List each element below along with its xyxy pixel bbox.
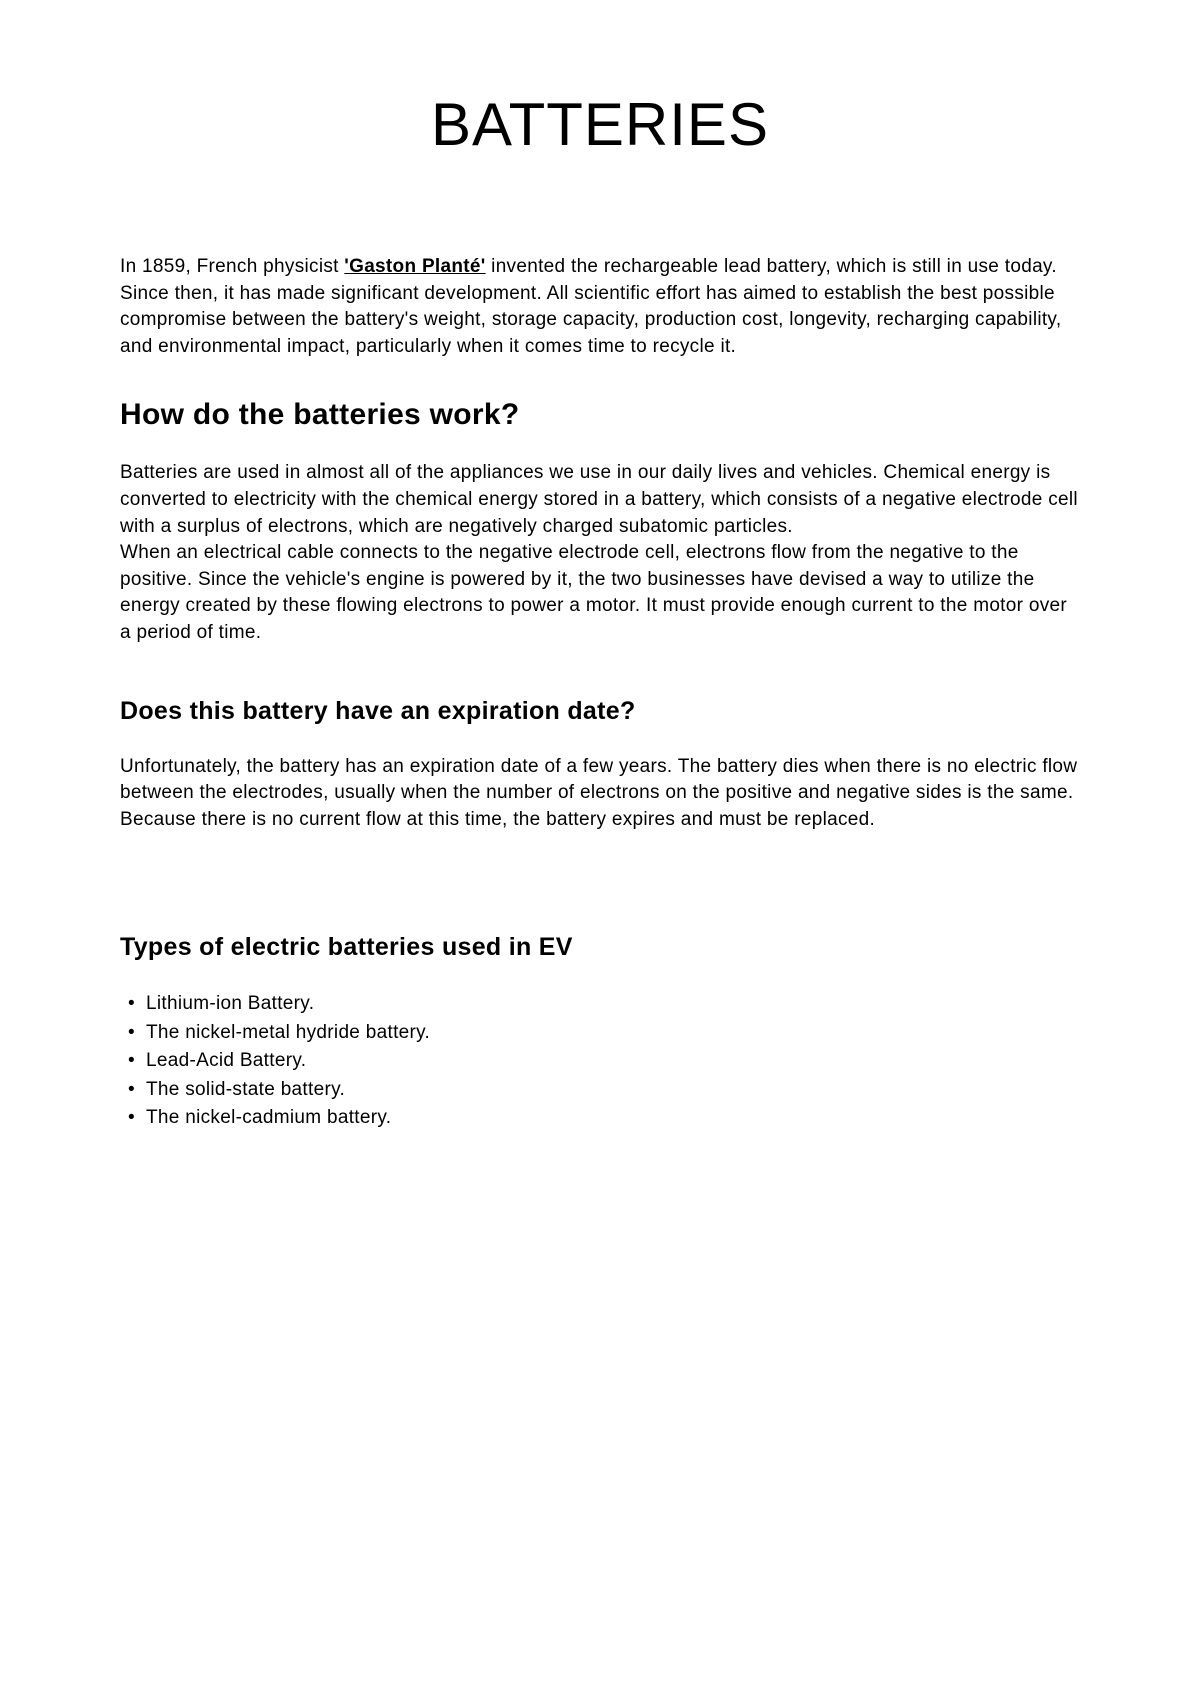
battery-types-list: Lithium-ion Battery. The nickel-metal hy…: [120, 990, 1080, 1133]
section1-paragraph: Batteries are used in almost all of the …: [120, 460, 1080, 646]
section-heading-types: Types of electric batteries used in EV: [120, 933, 1080, 962]
section2-paragraph: Unfortunately, the battery has an expira…: [120, 754, 1080, 834]
section-heading-how-work: How do the batteries work?: [120, 398, 1080, 432]
intro-prefix: In 1859, French physicist: [120, 256, 344, 277]
list-item: Lithium-ion Battery.: [128, 990, 1080, 1019]
list-item: The solid-state battery.: [128, 1076, 1080, 1105]
section-heading-expiration: Does this battery have an expiration dat…: [120, 697, 1080, 726]
list-item: The nickel-metal hydride battery.: [128, 1019, 1080, 1048]
intro-highlighted-name: 'Gaston Planté': [344, 256, 485, 277]
list-item: The nickel-cadmium battery.: [128, 1104, 1080, 1133]
list-item: Lead-Acid Battery.: [128, 1047, 1080, 1076]
intro-paragraph: In 1859, French physicist 'Gaston Planté…: [120, 254, 1080, 360]
document-title: BATTERIES: [120, 90, 1080, 159]
